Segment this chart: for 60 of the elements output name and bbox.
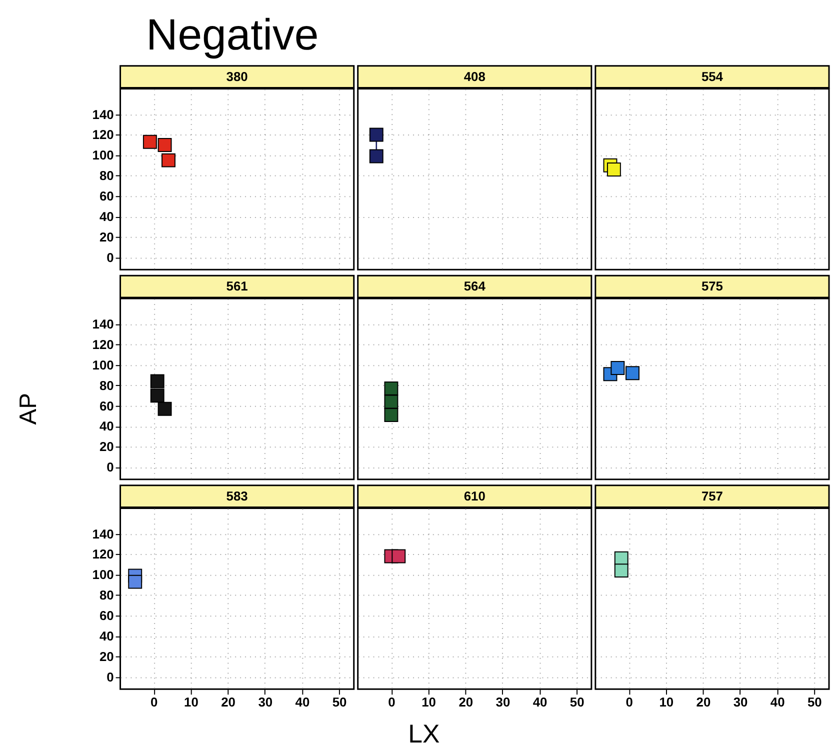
- y-tick-label: 40: [99, 628, 114, 644]
- text: 610: [464, 488, 486, 504]
- text: 564: [464, 278, 486, 294]
- y-tick-label: 120: [92, 336, 114, 352]
- x-tick-label: 20: [696, 694, 711, 710]
- x-tick-label: 20: [458, 694, 474, 710]
- x-tick-label: 40: [532, 694, 548, 710]
- x-tick-label: 40: [295, 694, 310, 710]
- point: [158, 138, 172, 152]
- text: 575: [701, 278, 723, 294]
- text: 757: [701, 488, 723, 504]
- x-tick-label: 0: [626, 694, 633, 710]
- x-tick-label: 30: [733, 694, 748, 710]
- point: [150, 388, 164, 403]
- y-tick-label: 60: [99, 398, 114, 414]
- y-tick-label: 120: [92, 127, 114, 142]
- y-tick-label: 80: [99, 168, 114, 184]
- y-tick-label: 0: [106, 250, 114, 265]
- x-tick-label: 50: [570, 694, 584, 710]
- x-tick-label: 50: [332, 694, 347, 710]
- point: [150, 374, 164, 388]
- text: 583: [226, 488, 248, 504]
- y-tick-label: 20: [99, 439, 114, 454]
- y-tick-label: 120: [92, 546, 114, 562]
- y-axis-title: AP: [14, 392, 42, 425]
- text: 561: [226, 278, 248, 294]
- chart-title: Negative: [146, 10, 319, 60]
- x-tick-label: 50: [808, 694, 822, 710]
- x-tick-label: 40: [770, 694, 785, 710]
- y-tick-label: 100: [92, 357, 114, 372]
- x-tick-label: 30: [496, 694, 510, 710]
- y-tick-label: 0: [106, 669, 114, 684]
- text: 408: [464, 68, 486, 84]
- y-tick-label: 60: [99, 188, 114, 204]
- y-tick-label: 140: [92, 106, 114, 122]
- text: 554: [701, 68, 724, 84]
- point: [142, 134, 157, 149]
- x-tick-label: 0: [150, 694, 158, 710]
- x-tick-label: 10: [422, 694, 436, 710]
- x-tick-label: 20: [221, 694, 236, 710]
- point: [162, 153, 176, 168]
- text: 380: [226, 68, 248, 84]
- y-tick-label: 40: [99, 208, 114, 224]
- x-tick-label: 0: [388, 694, 396, 710]
- y-tick-label: 80: [99, 378, 114, 393]
- x-tick-label: 30: [258, 694, 273, 710]
- y-tick-label: 100: [92, 567, 114, 582]
- y-tick-label: 140: [92, 316, 114, 332]
- y-tick-label: 20: [99, 229, 114, 244]
- x-tick-label: 10: [659, 694, 674, 710]
- y-tick-label: 0: [106, 460, 114, 475]
- y-tick-label: 60: [99, 608, 114, 624]
- x-tick-label: 10: [184, 694, 198, 710]
- y-tick-label: 80: [99, 588, 114, 603]
- y-tick-label: 140: [92, 526, 114, 542]
- y-tick-label: 40: [99, 418, 114, 434]
- y-tick-label: 20: [99, 648, 114, 664]
- x-axis-title: LX: [408, 720, 440, 746]
- point: [158, 402, 172, 416]
- y-tick-label: 100: [92, 148, 114, 163]
